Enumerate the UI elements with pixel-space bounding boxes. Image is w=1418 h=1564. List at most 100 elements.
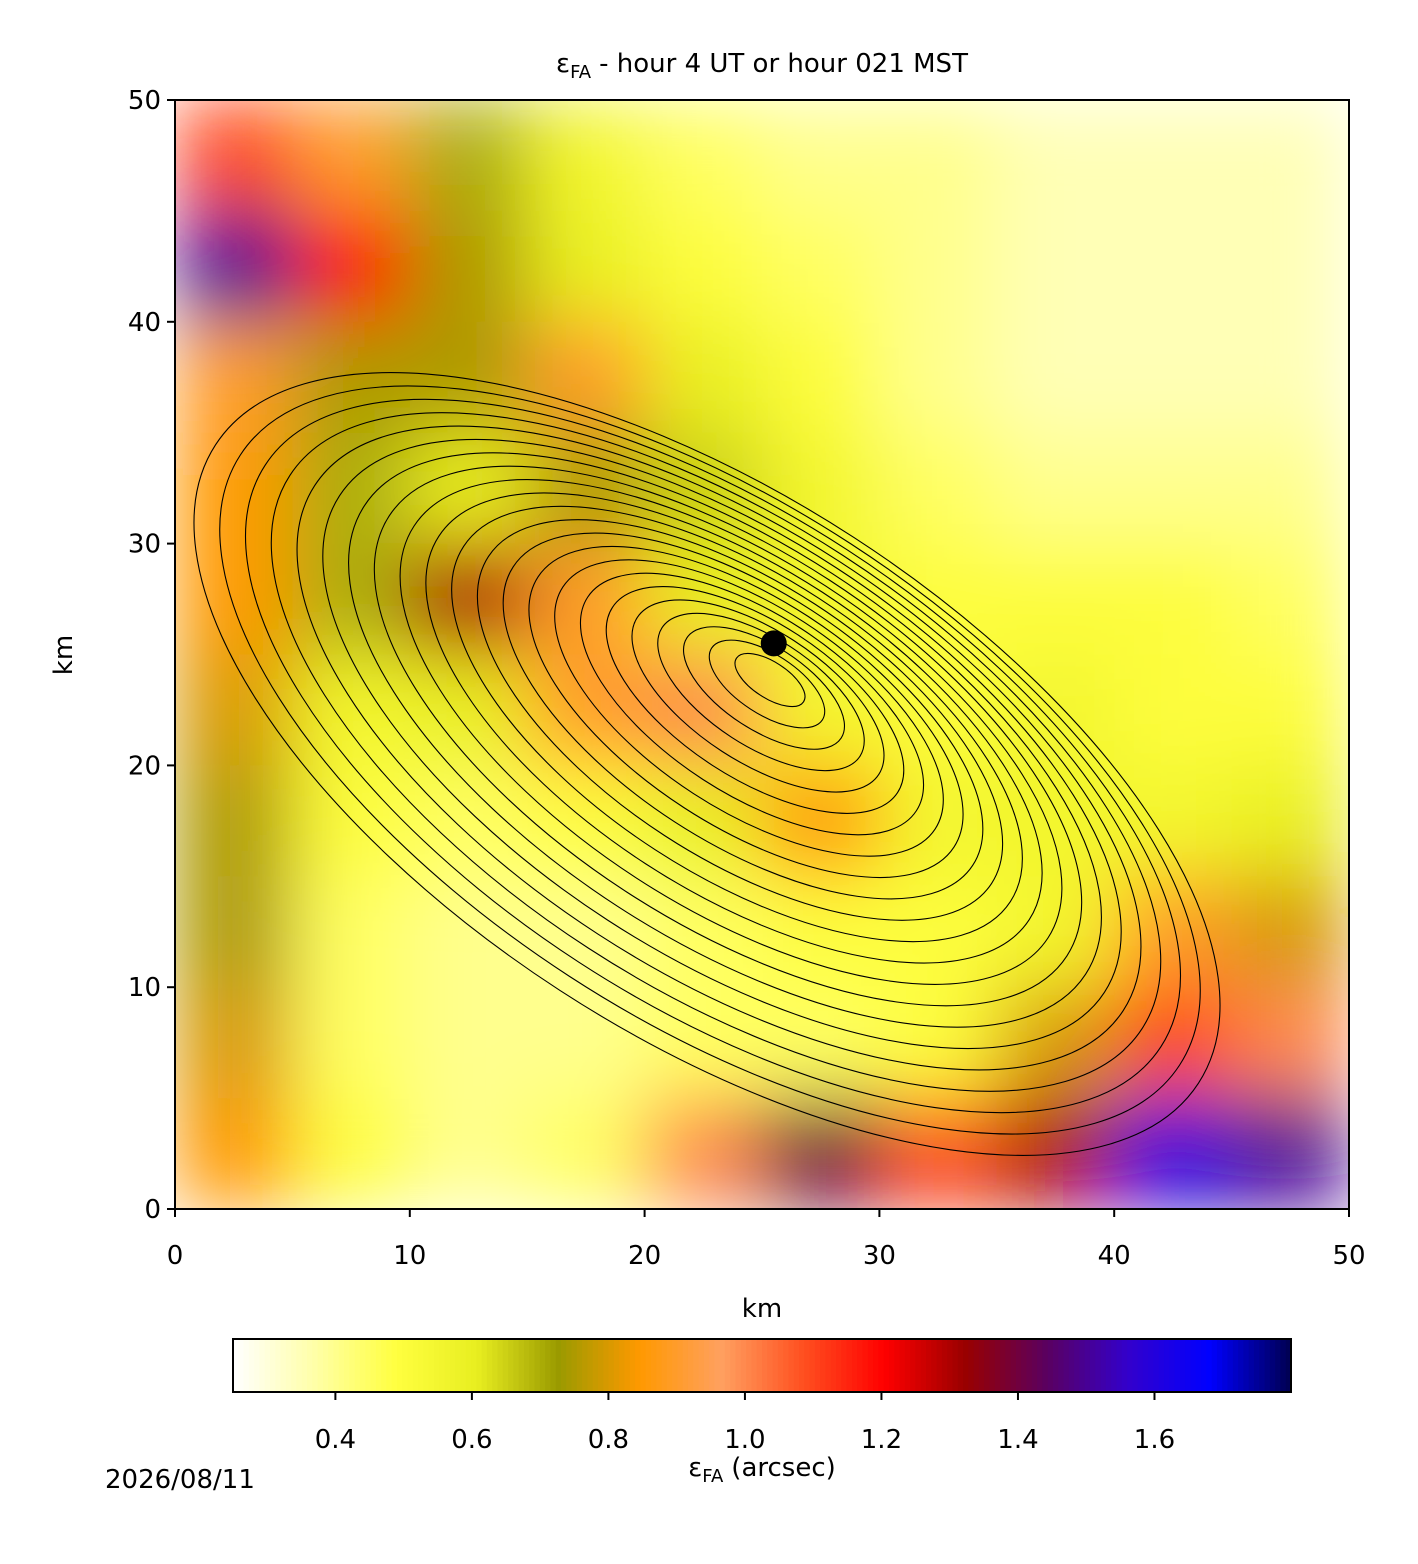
colorbar-swatch	[1179, 1339, 1186, 1392]
colorbar-swatch	[1190, 1339, 1197, 1392]
colorbar-swatch	[381, 1339, 388, 1392]
y-tick-label: 40	[128, 308, 161, 338]
heatmap-cell	[644, 765, 763, 877]
title-text: - hour 4 UT or hour 021 MST	[599, 49, 968, 79]
colorbar-swatch	[1174, 1339, 1181, 1392]
colorbar-swatch	[1211, 1339, 1218, 1392]
colorbar-swatch	[1227, 1339, 1234, 1392]
heatmap-cell	[292, 987, 411, 1099]
heatmap-cell	[175, 987, 293, 1099]
title-subscript: FA	[570, 62, 592, 83]
colorbar-swatch	[936, 1339, 943, 1392]
colorbar-swatch	[1116, 1339, 1123, 1392]
colorbar-swatch	[867, 1339, 874, 1392]
colorbar-tick-label: 1.4	[997, 1425, 1038, 1455]
colorbar-swatch	[957, 1339, 964, 1392]
heatmap-cell	[527, 987, 646, 1099]
heatmap-cell	[996, 876, 1115, 988]
contour-line	[373, 465, 1083, 1007]
colorbar-swatch	[1015, 1339, 1022, 1392]
colorbar-swatch	[925, 1339, 932, 1392]
colorbar-swatch	[550, 1339, 557, 1392]
colorbar-swatch	[396, 1339, 403, 1392]
colorbar-swatch	[735, 1339, 742, 1392]
colorbar-swatch	[349, 1339, 356, 1392]
colorbar-swatch	[1037, 1339, 1043, 1392]
heatmap-cell	[762, 100, 880, 212]
colorbar-tick-label: 1.2	[861, 1425, 902, 1455]
colorbar-swatch	[296, 1339, 303, 1392]
colorbar-swatch	[560, 1339, 567, 1392]
site-marker	[760, 630, 787, 657]
heatmap-cell	[409, 321, 528, 434]
colorbar-swatch	[952, 1339, 959, 1392]
colorbar-swatch	[1095, 1339, 1102, 1392]
colorbar-swatch	[762, 1339, 768, 1392]
x-tick-label: 0	[167, 1241, 184, 1271]
heatmap-cell	[175, 210, 293, 323]
colorbar-swatch	[576, 1339, 583, 1392]
heatmap-cell	[644, 876, 763, 988]
heatmap-cell	[527, 432, 646, 545]
colorbar-swatch	[724, 1339, 731, 1392]
colorbar-swatch	[275, 1339, 282, 1392]
heatmap-cell	[762, 210, 880, 323]
colorbar-swatch	[672, 1339, 678, 1392]
contour-line	[631, 599, 885, 793]
heatmap-cells	[175, 100, 1349, 1209]
heatmap-cell	[644, 321, 763, 434]
colorbar-swatch	[857, 1339, 864, 1392]
heatmap-cell	[879, 876, 998, 988]
colorbar-swatch	[1111, 1339, 1118, 1392]
heatmap-cell	[1231, 987, 1349, 1099]
colorbar-swatch	[518, 1339, 525, 1392]
colorbar-swatch	[1185, 1339, 1192, 1392]
colorbar-swatch	[703, 1339, 710, 1392]
heatmap-cell	[996, 987, 1115, 1099]
colorbar-swatch	[1058, 1339, 1065, 1392]
heatmap-cell	[292, 876, 411, 988]
colorbar-swatch	[873, 1339, 879, 1392]
heatmap-cell	[644, 987, 763, 1099]
heatmap-cell	[1114, 321, 1233, 434]
colorbar-swatch	[1153, 1339, 1160, 1392]
heatmap-cell	[1114, 765, 1233, 877]
colorbar-swatch	[1000, 1339, 1006, 1392]
colorbar-swatch	[1137, 1339, 1144, 1392]
colorbar-swatch	[1253, 1339, 1260, 1392]
colorbar-swatch	[1005, 1339, 1012, 1392]
colorbar-swatch	[1031, 1339, 1038, 1392]
colorbar-swatch	[280, 1339, 287, 1392]
colorbar-swatch	[1021, 1339, 1028, 1392]
colorbar-swatch	[915, 1339, 922, 1392]
colorbar-swatch	[619, 1339, 626, 1392]
colorbar-swatch	[502, 1339, 509, 1392]
colorbar-swatch	[1052, 1339, 1059, 1392]
contour-line	[502, 532, 984, 900]
colorbar-swatch	[508, 1339, 514, 1392]
colorbar-swatch	[978, 1339, 985, 1392]
colorbar-swatch	[1074, 1339, 1080, 1392]
colorbar-swatch	[471, 1339, 477, 1392]
heatmap-cell	[292, 432, 411, 545]
colorbar-swatch	[1222, 1339, 1229, 1392]
colorbar-swatch	[1127, 1339, 1133, 1392]
colorbar-swatch	[486, 1339, 493, 1392]
y-tick-label: 10	[128, 973, 161, 1003]
colorbar-swatch	[285, 1339, 292, 1392]
colorbar-swatch	[238, 1339, 245, 1392]
colorbar-tick-label: 0.6	[451, 1425, 492, 1455]
colorbar-swatch	[809, 1339, 816, 1392]
colorbar-swatch	[402, 1339, 409, 1392]
colorbar-swatch	[1158, 1339, 1165, 1392]
colorbar-swatch	[497, 1339, 504, 1392]
colorbar-swatch	[386, 1339, 393, 1392]
heatmap-cell	[1231, 432, 1349, 545]
colorbar-swatch	[1047, 1339, 1054, 1392]
colorbar-swatch	[661, 1339, 668, 1392]
colorbar-swatch	[740, 1339, 747, 1392]
colorbar-swatch	[947, 1339, 954, 1392]
colorbar-swatch	[1121, 1339, 1128, 1392]
colorbar-tick-label: 0.4	[315, 1425, 356, 1455]
plot-frame	[174, 99, 1350, 1210]
